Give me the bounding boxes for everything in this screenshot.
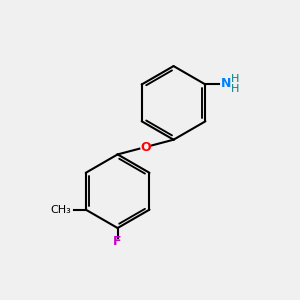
Text: F: F (113, 235, 122, 248)
Text: H: H (231, 74, 239, 84)
Text: N: N (221, 77, 231, 90)
Text: O: O (140, 141, 151, 154)
Text: CH₃: CH₃ (50, 205, 71, 214)
Text: H: H (231, 84, 239, 94)
